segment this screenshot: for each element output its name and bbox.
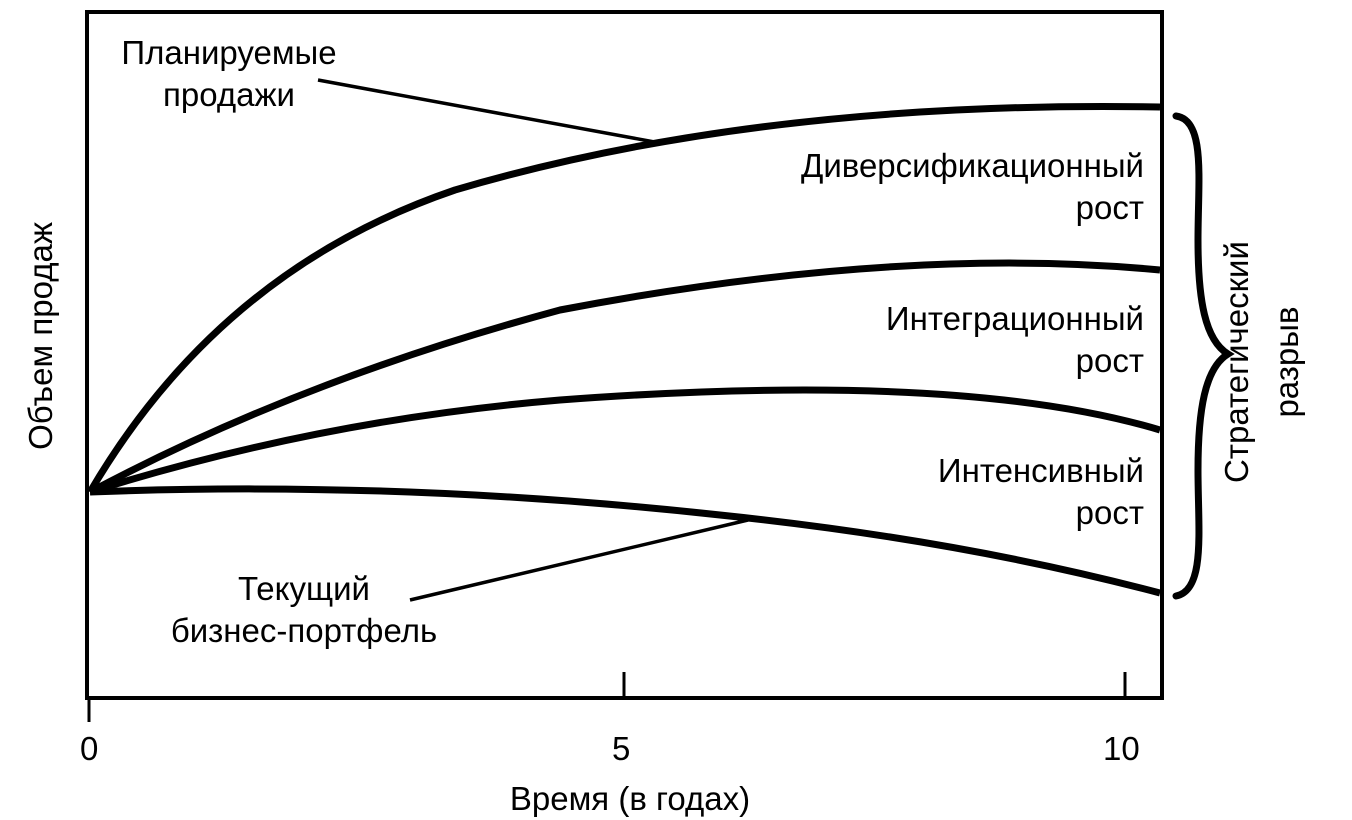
label-intensive: Интенсивный рост (840, 450, 1144, 534)
label-planned-line1: Планируемые (121, 34, 337, 71)
x-tick-label-0: 0 (80, 730, 99, 767)
curve-diversification (88, 259, 1161, 496)
label-diversification-line1: Диверсификационный (801, 147, 1144, 184)
curve-planned-sales (86, 102, 1161, 494)
label-diversification-line2: рост (1075, 189, 1144, 226)
strategic-gap-brace (1172, 112, 1235, 600)
label-integration-line2: рост (1075, 342, 1144, 379)
label-integration: Интеграционный рост (780, 298, 1144, 382)
x-axis-label: Время (в годах) (509, 780, 751, 817)
leader-planned (317, 78, 661, 145)
label-current-portfolio: Текущий бизнес-портфель (130, 568, 478, 652)
label-intensive-line2: рост (1075, 494, 1144, 531)
strategic-gap-line2: разрыв (1268, 306, 1305, 418)
label-current-line1: Текущий (238, 570, 370, 607)
curve-current-portfolio (89, 485, 1161, 597)
x-tick-label-10: 10 (1103, 730, 1140, 767)
label-planned-line2: продажи (163, 76, 295, 113)
strategic-gap-label: Стратегический разрыв (1212, 212, 1312, 512)
leader-current (409, 518, 749, 602)
curve-integration (88, 386, 1162, 496)
strategic-gap-line1: Стратегический (1218, 241, 1255, 483)
y-axis-label: Объем продаж (22, 222, 59, 450)
label-intensive-line1: Интенсивный (937, 452, 1144, 489)
label-diversification: Диверсификационный рост (700, 145, 1144, 229)
x-tick-label-5: 5 (612, 730, 631, 767)
label-planned-sales: Планируемые продажи (98, 32, 360, 116)
label-integration-line1: Интеграционный (885, 300, 1144, 337)
label-current-line2: бизнес-портфель (170, 612, 438, 649)
